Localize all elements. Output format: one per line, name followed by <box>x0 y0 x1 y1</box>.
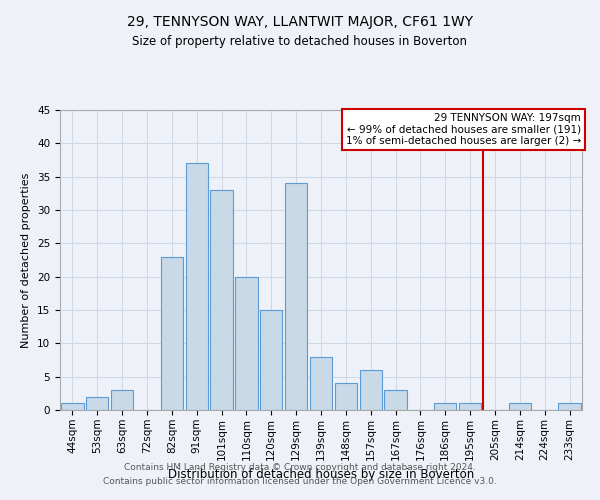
Bar <box>260 310 283 410</box>
Bar <box>185 164 208 410</box>
Bar <box>509 404 531 410</box>
Bar <box>359 370 382 410</box>
Y-axis label: Number of detached properties: Number of detached properties <box>22 172 31 348</box>
Bar <box>86 396 109 410</box>
Bar <box>434 404 457 410</box>
Text: Contains HM Land Registry data © Crown copyright and database right 2024.: Contains HM Land Registry data © Crown c… <box>124 464 476 472</box>
Bar <box>310 356 332 410</box>
Text: Size of property relative to detached houses in Boverton: Size of property relative to detached ho… <box>133 35 467 48</box>
Text: 29, TENNYSON WAY, LLANTWIT MAJOR, CF61 1WY: 29, TENNYSON WAY, LLANTWIT MAJOR, CF61 1… <box>127 15 473 29</box>
Bar <box>211 190 233 410</box>
Bar <box>559 404 581 410</box>
Bar <box>285 184 307 410</box>
Bar <box>335 384 357 410</box>
X-axis label: Distribution of detached houses by size in Boverton: Distribution of detached houses by size … <box>168 468 474 481</box>
Bar <box>459 404 481 410</box>
Text: 29 TENNYSON WAY: 197sqm
← 99% of detached houses are smaller (191)
1% of semi-de: 29 TENNYSON WAY: 197sqm ← 99% of detache… <box>346 113 581 146</box>
Bar <box>111 390 133 410</box>
Bar <box>235 276 257 410</box>
Text: Contains public sector information licensed under the Open Government Licence v3: Contains public sector information licen… <box>103 477 497 486</box>
Bar <box>61 404 83 410</box>
Bar <box>385 390 407 410</box>
Bar <box>161 256 183 410</box>
